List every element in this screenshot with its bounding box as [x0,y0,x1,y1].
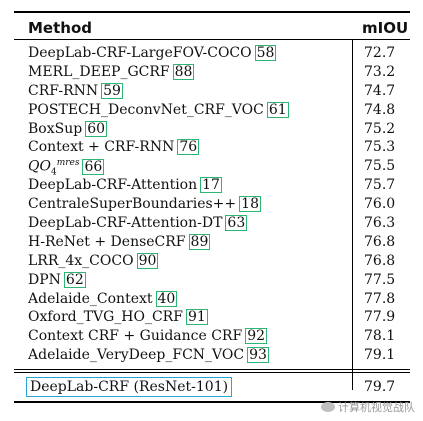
row-method: Context CRF + Guidance CRF 92 [28,328,268,345]
watermark: 计算机视觉战队 [321,399,415,415]
row-method: CRF-RNN 59 [28,82,123,99]
table-row: Oxford_TVG_HO_CRF 91 77.9 [14,308,410,327]
table-row: Adelaide_VeryDeep_FCN_VOC 93 79.1 [14,346,410,365]
citation-link[interactable]: 93 [247,347,269,364]
citation-link[interactable]: 88 [172,63,195,80]
row-miou: 78.1 [364,328,396,345]
row-miou: 75.7 [364,177,396,194]
citation-link[interactable]: 92 [245,328,268,345]
table-row: LRR_4x_COCO 90 76.8 [14,252,410,271]
table-row: Adelaide_Context 40 77.8 [14,290,410,309]
table-row: DPN 62 77.5 [14,271,410,290]
table-row: QO4mres 66 75.5 [14,157,410,178]
citation-link[interactable]: 59 [101,82,123,99]
row-miou: 76.8 [364,252,396,269]
row-method: Context + CRF-RNN 76 [28,139,200,156]
citation-link[interactable]: 40 [155,290,178,307]
qo-superscript: mres [56,158,80,169]
row-miou: 75.3 [364,139,396,156]
row-miou: 76.3 [364,215,396,232]
table-row: CentraleSuperBoundaries++ 18 76.0 [14,195,410,214]
citation-link[interactable]: 76 [177,139,200,156]
row-miou: 77.5 [364,271,396,288]
table-row: DeepLab-CRF-Attention-DT 63 76.3 [14,214,410,233]
row-method: BoxSup 60 [28,120,108,137]
row-method: DeepLab-CRF-LargeFOV-COCO 58 [28,45,277,61]
row-miou: 73.2 [364,63,396,80]
row-miou: 79.1 [364,347,396,364]
citation-link[interactable]: 18 [239,196,261,213]
citation-link[interactable]: 17 [200,177,222,194]
row-method: QO4mres 66 [28,158,105,178]
citation-link[interactable]: 63 [225,215,248,232]
separator-rule-2 [14,372,410,374]
citation-link[interactable]: 60 [85,120,108,137]
row-method: DeepLab-CRF-Attention-DT 63 [28,215,248,232]
citation-link[interactable]: 90 [136,252,159,269]
row-miou: 74.8 [364,101,396,118]
table-row: Context + CRF-RNN 76 75.3 [14,138,410,157]
row-miou: 72.7 [364,45,396,61]
table-row: POSTECH_DeconvNet_CRF_VOC 61 74.8 [14,101,410,120]
row-method: Adelaide_Context 40 [28,290,178,307]
citation-link[interactable]: 61 [266,101,289,118]
row-miou: 76.8 [364,233,396,250]
row-method: POSTECH_DeconvNet_CRF_VOC 61 [28,101,289,118]
final-row: DeepLab-CRF (ResNet-101) 79.7 [14,373,410,401]
row-method: LRR_4x_COCO 90 [28,252,159,269]
row-method: DPN 62 [28,271,86,288]
table-row: MERL_DEEP_GCRF 88 73.2 [14,63,410,82]
row-miou: 74.7 [364,82,396,99]
table-row: DeepLab-CRF-LargeFOV-COCO 58 72.7 [14,44,410,63]
table-row: DeepLab-CRF-Attention 17 75.7 [14,176,410,195]
top-rule [14,11,410,13]
row-miou: 76.0 [364,196,396,213]
method-header: Method [28,19,92,37]
row-method: DeepLab-CRF-Attention 17 [28,177,222,194]
miou-header: mIOU [362,19,409,37]
row-miou: 77.8 [364,290,396,307]
citation-link[interactable]: 89 [188,233,211,250]
final-method: DeepLab-CRF (ResNet-101) [26,377,233,398]
qo-subscript: 4 [50,167,57,178]
citation-link[interactable]: 91 [185,309,208,326]
watermark-text: 计算机视觉战队 [338,401,415,414]
table-row: Context CRF + Guidance CRF 92 78.1 [14,327,410,346]
final-miou: 79.7 [364,379,396,396]
citation-link[interactable]: 66 [82,159,105,175]
row-miou: 75.2 [364,120,396,137]
row-method: CentraleSuperBoundaries++ 18 [28,196,261,213]
table-row: CRF-RNN 59 74.7 [14,82,410,101]
bottom-rule [14,401,410,404]
row-method: MERL_DEEP_GCRF 88 [28,63,195,80]
citation-link[interactable]: 62 [63,271,86,288]
wechat-icon [321,402,335,412]
row-method: Adelaide_VeryDeep_FCN_VOC 93 [28,347,269,364]
results-table: Method mIOU DeepLab-CRF-LargeFOV-COCO 58 7… [14,11,410,404]
table-row: BoxSup 60 75.2 [14,120,410,139]
row-miou: 75.5 [364,158,396,175]
column-divider [352,39,353,390]
row-method: Oxford_TVG_HO_CRF 91 [28,309,208,326]
row-method: H-ReNet + DenseCRF 89 [28,233,211,250]
table-row: H-ReNet + DenseCRF 89 76.8 [14,233,410,252]
table-header: Method mIOU [14,13,410,39]
header-rule [14,39,410,40]
row-miou: 77.9 [364,309,396,326]
citation-link[interactable]: 58 [254,45,277,61]
table-body: DeepLab-CRF-LargeFOV-COCO 58 72.7 MERL_DEEP… [14,40,410,365]
separator-rule [14,369,410,371]
